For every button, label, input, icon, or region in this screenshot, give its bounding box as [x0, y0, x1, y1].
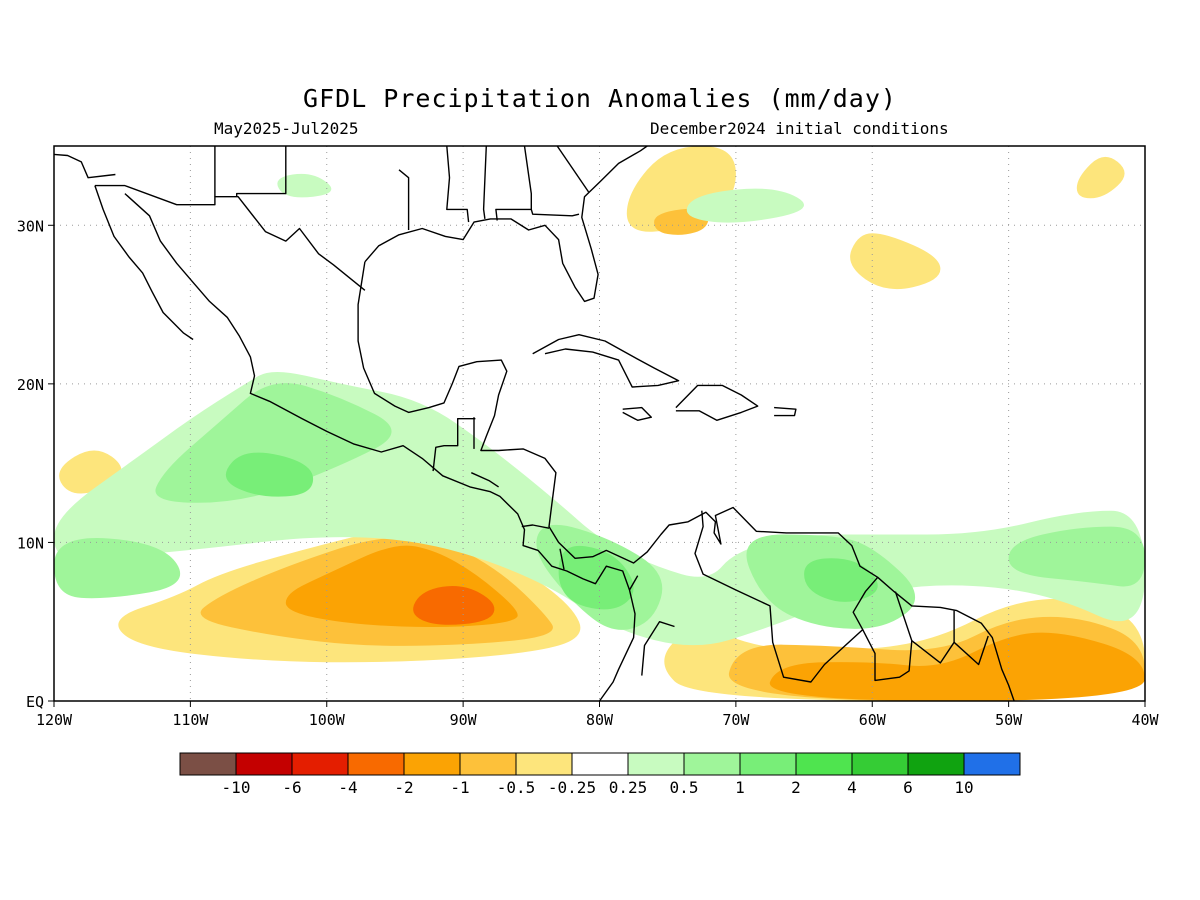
legend-label: -1: [450, 778, 469, 797]
legend-label: 4: [847, 778, 857, 797]
anomaly-region-13: [155, 383, 392, 503]
anomaly-region-6: [769, 632, 1145, 701]
legend-label: 2: [791, 778, 801, 797]
coastline-18: [911, 610, 955, 664]
anomaly-region-9: [850, 233, 941, 290]
anomaly-region-20: [804, 558, 878, 602]
longitude-axis: 120W 110W 100W 90W 80W 70W 60W 50W 40W: [36, 701, 1160, 729]
legend-swatch: [851, 752, 909, 776]
coastline-15: [694, 510, 879, 683]
anomaly-fills: [54, 146, 1145, 701]
coastline-16: [641, 621, 675, 676]
graticule: [54, 146, 1145, 701]
legend-swatch: [571, 752, 629, 776]
legend-swatch: [795, 752, 853, 776]
legend-swatch: [347, 752, 405, 776]
legend-label: -10: [222, 778, 251, 797]
lon-tick-label: 90W: [450, 711, 478, 729]
coastline-4: [532, 334, 680, 388]
anomaly-region-17: [1008, 526, 1145, 587]
legend-swatch: [459, 752, 517, 776]
anomaly-region-19: [558, 545, 634, 610]
coastline-25: [495, 146, 532, 221]
legend-label: 1: [735, 778, 745, 797]
legend-label: -4: [338, 778, 357, 797]
coastline-21: [236, 146, 287, 197]
coastline-12: [521, 524, 550, 529]
lon-tick-label: 80W: [586, 711, 614, 729]
legend-swatch: [683, 752, 741, 776]
legend-label: 0.25: [609, 778, 648, 797]
map-title: GFDL Precipitation Anomalies (mm/day): [303, 84, 897, 113]
legend-swatch: [179, 752, 237, 776]
lon-tick-label: 110W: [172, 711, 209, 729]
legend-label: 10: [954, 778, 973, 797]
legend-swatch: [403, 752, 461, 776]
lon-tick-label: 70W: [722, 711, 750, 729]
coastline-9: [432, 418, 476, 472]
forecast-period: May2025-Jul2025: [214, 119, 359, 138]
legend-label: -6: [282, 778, 301, 797]
legend-label: 0.5: [670, 778, 699, 797]
coastline-14: [628, 575, 639, 591]
coastline-28: [54, 153, 116, 179]
coastline-26: [530, 209, 580, 217]
coastline-22: [398, 169, 410, 230]
legend-label: -0.25: [548, 778, 596, 797]
coastline-8: [94, 184, 366, 291]
coastline-23: [446, 146, 470, 223]
coastline-6: [622, 406, 652, 421]
coastline-11: [471, 472, 499, 488]
legend-swatch: [907, 752, 965, 776]
coastline-7: [774, 406, 797, 417]
legend-label: 6: [903, 778, 913, 797]
color-legend: -10 -6 -4 -2 -1 -0.5 -0.25 0.25 0.5 1 2 4 6 10: [179, 752, 1021, 797]
lon-tick-label: 60W: [859, 711, 887, 729]
coastline-13: [559, 548, 565, 570]
latitude-axis: 30N 20N 10N EQ: [17, 217, 54, 711]
coastline-27: [556, 146, 590, 193]
coastline-3: [364, 146, 648, 303]
anomaly-region-21: [686, 188, 805, 223]
anomaly-region-10: [1076, 156, 1125, 199]
legend-label: -2: [394, 778, 413, 797]
coastline-0: [94, 185, 194, 341]
coastline-19: [953, 635, 989, 666]
anomaly-region-3: [413, 586, 495, 625]
lat-tick-label: 20N: [17, 376, 44, 394]
legend-swatch: [515, 752, 573, 776]
anomaly-region-18: [225, 452, 314, 497]
anomaly-region-16: [54, 538, 181, 599]
lon-tick-label: 40W: [1131, 711, 1159, 729]
initial-conditions: December2024 initial conditions: [650, 119, 949, 138]
coastlines: [54, 146, 1015, 701]
anomaly-region-22: [277, 173, 332, 198]
legend-label: -0.5: [497, 778, 536, 797]
coastline-5: [675, 384, 759, 421]
legend-swatch: [963, 752, 1021, 776]
lat-tick-label: 30N: [17, 217, 44, 235]
lat-tick-label: 10N: [17, 534, 44, 552]
lon-tick-label: 100W: [309, 711, 346, 729]
legend-swatch: [627, 752, 685, 776]
legend-swatch: [739, 752, 797, 776]
lon-tick-label: 120W: [36, 711, 73, 729]
lat-tick-label: EQ: [26, 693, 44, 711]
legend-swatch: [235, 752, 293, 776]
coastline-1: [124, 193, 636, 701]
coastline-24: [482, 146, 487, 219]
lon-tick-label: 50W: [995, 711, 1023, 729]
legend-swatch: [291, 752, 349, 776]
